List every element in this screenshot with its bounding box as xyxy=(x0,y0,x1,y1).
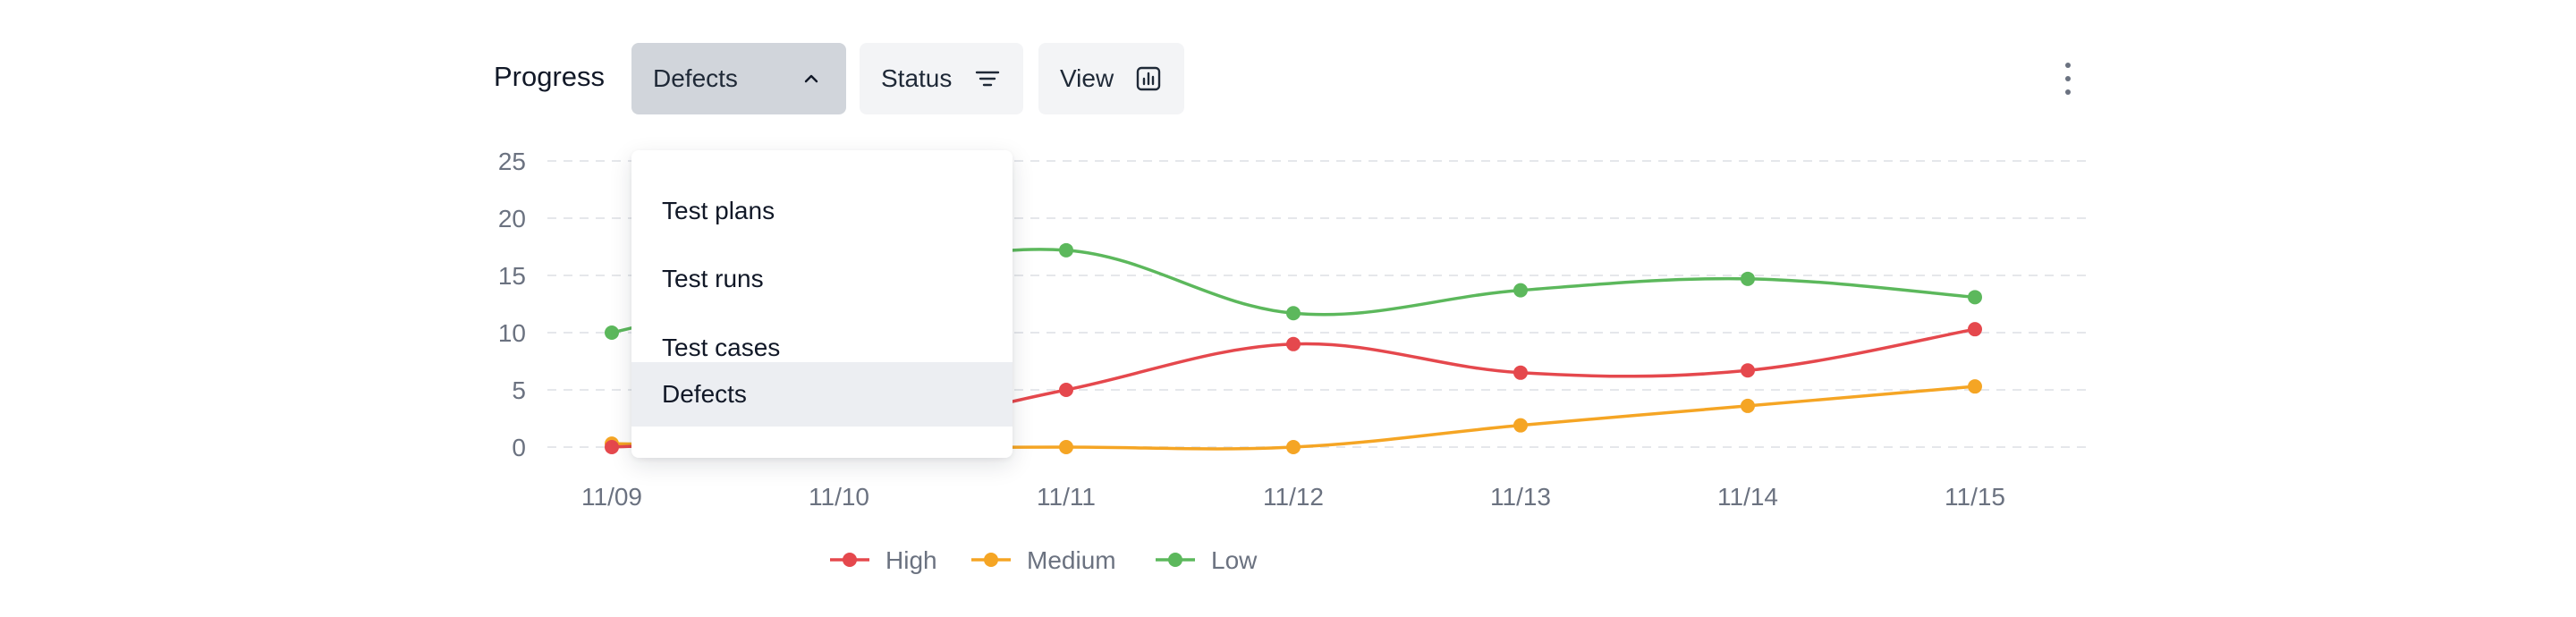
view-label: View xyxy=(1060,64,1114,92)
legend-item-low[interactable]: Low xyxy=(1156,546,1258,574)
data-point-medium[interactable] xyxy=(1968,379,1982,394)
y-tick-label: 15 xyxy=(498,262,526,290)
legend-marker-medium xyxy=(984,553,998,567)
chart-legend: High Medium Low xyxy=(830,546,1258,574)
legend-item-high[interactable]: High xyxy=(830,546,937,574)
x-tick-label: 11/12 xyxy=(1263,483,1324,511)
x-tick-label: 11/11 xyxy=(1037,483,1096,511)
y-axis-ticks: 0 5 10 15 20 25 xyxy=(498,148,526,461)
status-filter-button[interactable]: Status xyxy=(860,43,1023,114)
dropdown-item-test-plans[interactable]: Test plans xyxy=(662,197,775,224)
dropdown-item-test-runs[interactable]: Test runs xyxy=(662,265,764,292)
legend-marker-low xyxy=(1168,553,1182,567)
data-point-low[interactable] xyxy=(1286,306,1301,321)
data-point-high[interactable] xyxy=(605,440,619,454)
data-point-high[interactable] xyxy=(1513,365,1528,380)
data-point-low[interactable] xyxy=(1059,242,1073,258)
y-tick-label: 5 xyxy=(512,376,526,404)
x-tick-label: 11/10 xyxy=(809,483,869,511)
data-point-low[interactable] xyxy=(605,325,619,340)
legend-label-medium: Medium xyxy=(1027,546,1116,574)
legend-label-high: High xyxy=(886,546,937,574)
legend-label-low: Low xyxy=(1211,546,1258,574)
y-tick-label: 20 xyxy=(498,205,526,232)
bar-chart-icon xyxy=(1136,66,1161,91)
data-point-medium[interactable] xyxy=(1741,398,1755,413)
vertical-ellipsis-icon xyxy=(2065,63,2071,68)
x-tick-label: 11/14 xyxy=(1717,483,1778,511)
metric-dropdown-menu: Test plans Test runs Test cases Defects xyxy=(631,150,1013,458)
legend-item-medium[interactable]: Medium xyxy=(971,546,1116,574)
x-tick-label: 11/13 xyxy=(1490,483,1551,511)
data-point-high[interactable] xyxy=(1059,383,1073,397)
metric-select-label: Defects xyxy=(653,64,738,92)
data-point-medium[interactable] xyxy=(1059,440,1073,454)
y-tick-label: 25 xyxy=(498,148,526,175)
legend-marker-high xyxy=(843,553,857,567)
vertical-ellipsis-icon xyxy=(2065,89,2071,95)
vertical-ellipsis-icon xyxy=(2065,76,2071,81)
dropdown-item-test-cases[interactable]: Test cases xyxy=(662,334,781,361)
status-filter-label: Status xyxy=(881,64,953,92)
data-point-high[interactable] xyxy=(1968,322,1982,337)
x-tick-label: 11/09 xyxy=(581,483,642,511)
page-title: Progress xyxy=(494,61,606,92)
more-options-button[interactable] xyxy=(2057,57,2079,100)
y-tick-label: 0 xyxy=(512,434,526,461)
filter-lines-icon xyxy=(975,71,1000,87)
metric-select-button[interactable]: Defects xyxy=(631,43,846,114)
x-axis-ticks: 11/09 11/10 11/11 11/12 11/13 11/14 11/15 xyxy=(581,483,2005,511)
chevron-up-icon xyxy=(804,74,818,83)
x-tick-label: 11/15 xyxy=(1945,483,2005,511)
data-point-low[interactable] xyxy=(1741,271,1755,286)
data-point-medium[interactable] xyxy=(1513,418,1528,433)
view-button[interactable]: View xyxy=(1038,43,1184,114)
dropdown-item-defects[interactable]: Defects xyxy=(631,362,1013,427)
data-point-low[interactable] xyxy=(1513,283,1528,298)
data-point-low[interactable] xyxy=(1968,290,1982,305)
y-tick-label: 10 xyxy=(498,319,526,347)
data-point-high[interactable] xyxy=(1286,336,1301,351)
data-point-high[interactable] xyxy=(1741,363,1755,378)
data-point-medium[interactable] xyxy=(1286,440,1301,454)
